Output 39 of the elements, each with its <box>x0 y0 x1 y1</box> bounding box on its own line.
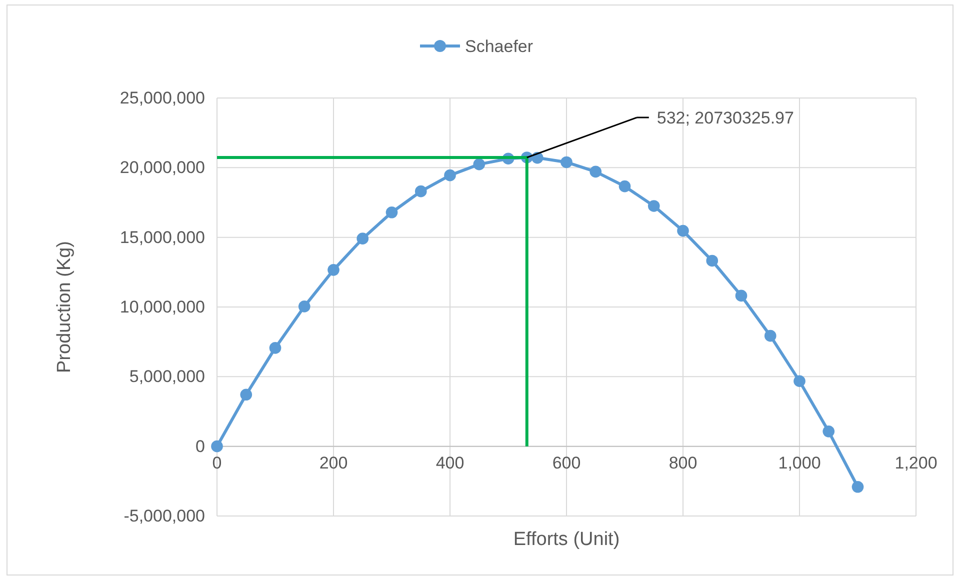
point <box>618 180 631 192</box>
x-tick-label: 800 <box>668 453 698 472</box>
point <box>240 388 252 401</box>
y-tick-label: 15,000,000 <box>120 228 205 247</box>
point <box>211 440 223 452</box>
y-tick-label: 10,000,000 <box>120 297 205 316</box>
x-tick-label: 1,200 <box>894 453 938 472</box>
point <box>648 200 660 212</box>
y-tick-label: 20,000,000 <box>120 158 205 178</box>
point <box>298 300 310 312</box>
x-tick-label: 1,000 <box>778 453 821 472</box>
point <box>590 166 602 178</box>
point <box>735 290 748 302</box>
y-tick-label: -5,000,000 <box>124 506 205 526</box>
point <box>444 169 456 182</box>
point <box>386 206 398 218</box>
point <box>822 426 835 438</box>
y-tick-label: 0 <box>196 436 205 456</box>
point <box>414 185 427 198</box>
x-tick-label: 0 <box>212 453 222 472</box>
point <box>852 480 864 493</box>
y-tick-label: 25,000,000 <box>120 88 205 108</box>
legend-label: Schaefer <box>465 37 534 56</box>
point <box>356 232 369 244</box>
x-tick-label: 400 <box>436 453 464 472</box>
x-axis-title: Efforts (Unit) <box>513 529 620 550</box>
point <box>677 224 689 237</box>
point <box>706 254 718 267</box>
y-tick-label: 5,000,000 <box>129 367 205 386</box>
x-tick-label: 200 <box>319 453 348 472</box>
point <box>794 375 806 388</box>
point <box>473 158 486 170</box>
annotation: 532; 20730325.97 <box>656 108 794 128</box>
point <box>764 330 776 342</box>
point <box>560 156 572 168</box>
point <box>328 264 340 276</box>
point <box>269 342 282 354</box>
x-tick-label: 600 <box>552 453 581 472</box>
y-axis-title: Production (Kg) <box>54 240 75 374</box>
